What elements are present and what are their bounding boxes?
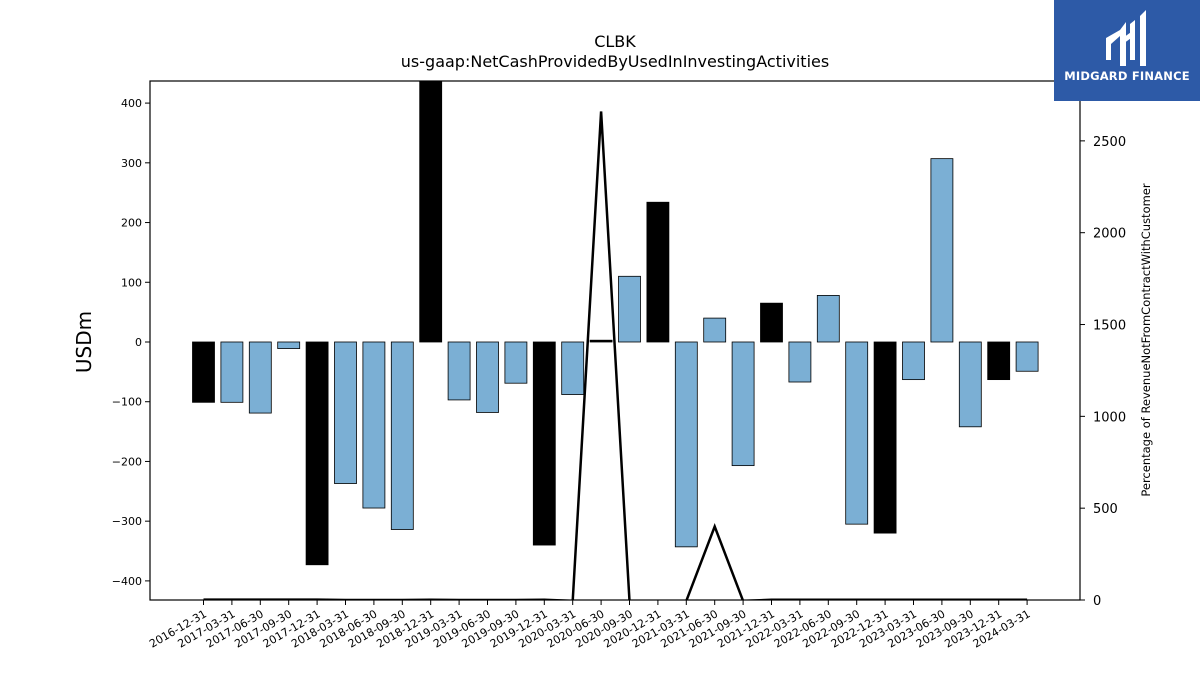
bar xyxy=(987,341,1011,381)
y-tick-label: 300 xyxy=(121,157,142,170)
bar xyxy=(504,341,528,384)
y-tick-label: −400 xyxy=(112,575,142,588)
bar xyxy=(674,341,698,548)
bar xyxy=(760,302,783,343)
y2-tick-label: 2000 xyxy=(1093,227,1126,242)
bar xyxy=(362,341,386,509)
y-tick-label: 400 xyxy=(121,97,142,110)
bar xyxy=(958,341,982,428)
y-tick-label: −200 xyxy=(112,455,142,468)
bar xyxy=(589,339,613,343)
y-axis-label: USDm xyxy=(72,311,96,373)
bar xyxy=(305,341,329,566)
y-tick-label: −100 xyxy=(112,396,142,409)
bar xyxy=(873,341,897,534)
plot-frame xyxy=(149,80,1081,601)
y2-tick-label: 500 xyxy=(1093,502,1118,517)
bar xyxy=(277,341,301,349)
bar xyxy=(192,341,215,403)
midgard-logo-icon xyxy=(1106,10,1146,66)
bar xyxy=(646,201,670,343)
bar xyxy=(248,341,272,414)
y2-tick-label: 2500 xyxy=(1093,135,1126,150)
y2-axis-label: Percentage of RevenueNotFromContractWith… xyxy=(1139,183,1153,497)
bar xyxy=(447,341,471,401)
bar xyxy=(703,317,727,343)
bar xyxy=(788,341,812,383)
bar xyxy=(902,341,925,381)
y2-tick-label: 1500 xyxy=(1093,319,1126,334)
bar xyxy=(930,158,954,343)
chart-title-ticker: CLBK xyxy=(594,32,636,51)
bar xyxy=(334,341,357,484)
bar xyxy=(419,81,443,343)
bar xyxy=(1015,341,1039,372)
bar xyxy=(816,295,840,343)
y-tick-label: 0 xyxy=(135,336,142,349)
y2-tick-label: 1000 xyxy=(1093,410,1126,425)
bar xyxy=(618,275,641,343)
bar xyxy=(561,341,585,395)
bar xyxy=(476,341,499,413)
bar-series xyxy=(192,81,1039,566)
y-tick-label: −300 xyxy=(112,515,142,528)
bar xyxy=(390,341,414,530)
y-tick-label: 100 xyxy=(121,276,142,289)
bar xyxy=(731,341,755,467)
y2-tick-label: 0 xyxy=(1093,594,1101,609)
midgard-finance-logo: MIDGARD FINANCE xyxy=(1054,0,1200,101)
bar xyxy=(532,341,556,546)
logo-text: MIDGARD FINANCE xyxy=(1064,69,1190,83)
y-tick-label: 200 xyxy=(121,217,142,230)
bar xyxy=(220,341,244,403)
chart-title-metric: us-gaap:NetCashProvidedByUsedInInvesting… xyxy=(400,52,830,71)
bar xyxy=(845,341,869,525)
